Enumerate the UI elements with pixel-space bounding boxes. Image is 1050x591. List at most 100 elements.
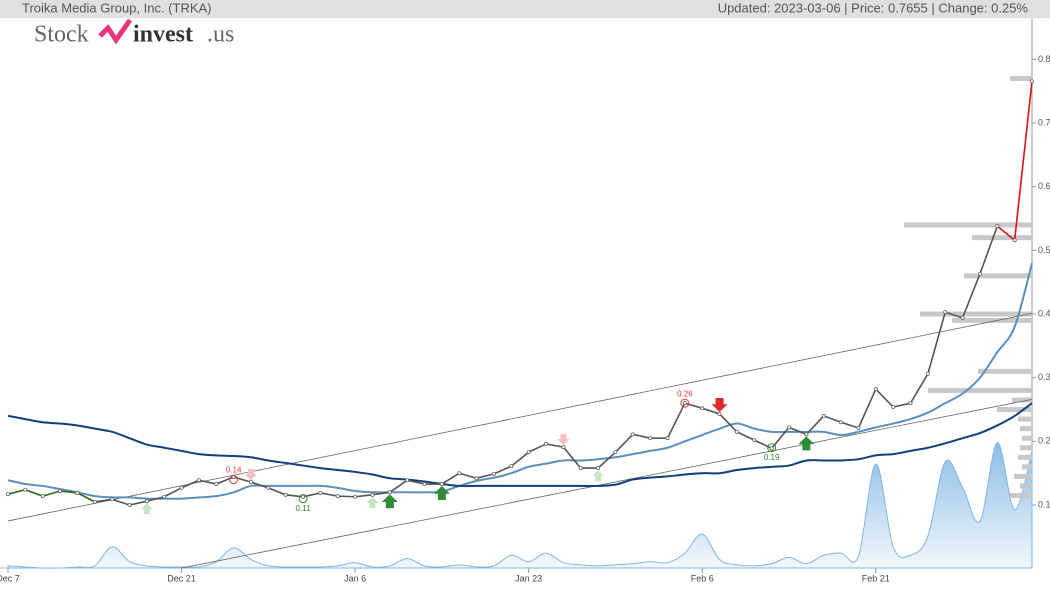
volume-profile-bar [920, 311, 1032, 317]
price-point [75, 490, 80, 495]
price-point [509, 464, 514, 469]
logo-invest: invest [133, 22, 193, 48]
volume-profile-bar [928, 387, 1032, 393]
y-tick-label: 0.2 [1038, 436, 1050, 446]
price-point [474, 476, 479, 481]
volume-profile-bar [1022, 435, 1032, 441]
price-point [370, 492, 375, 497]
price-point [110, 497, 115, 502]
buy-signal [433, 486, 450, 501]
price-point [891, 404, 896, 409]
pivot-label: 0.19 [764, 453, 780, 462]
volume-profile-bar [1012, 397, 1032, 403]
pivot-label: 0.14 [226, 466, 242, 475]
volume-area [7, 442, 1033, 569]
price-point [873, 387, 878, 392]
price-point [40, 494, 45, 499]
volume-profile-bar [978, 368, 1032, 374]
price-point [717, 411, 722, 416]
sell-signal [244, 469, 257, 481]
trend-line [7, 313, 1033, 522]
price-point [162, 494, 167, 499]
moving-average [7, 262, 1033, 500]
buy-signal [592, 470, 605, 482]
buy-signal [798, 436, 815, 451]
volume-profile-bar [964, 273, 1032, 279]
y-tick-label: 0.7 [1038, 117, 1050, 127]
price-point [943, 310, 948, 315]
volume-profile-bar [1020, 426, 1032, 432]
price-point [630, 432, 635, 437]
price-point [353, 494, 358, 499]
pivot-marker [680, 398, 690, 408]
price-point [214, 482, 219, 487]
price-point [613, 450, 618, 455]
y-tick-label: 0.4 [1038, 308, 1050, 318]
price-point [92, 499, 97, 504]
volume-profile-bar [1018, 416, 1032, 422]
price-point [405, 478, 410, 483]
buy-signal [366, 496, 379, 508]
sell-signal [711, 397, 728, 412]
price-point [491, 471, 496, 476]
price-point [248, 480, 253, 485]
pivot-label: 0.11 [296, 504, 312, 513]
price-point [457, 471, 462, 476]
price-point [769, 446, 774, 451]
price-point [908, 401, 913, 406]
price-point [821, 413, 826, 418]
price-point [734, 429, 739, 434]
price-point [925, 371, 930, 376]
price-point [1012, 238, 1017, 243]
price-point [335, 494, 340, 499]
volume-profile-bar [1020, 445, 1032, 451]
volume-profile-bar [952, 317, 1032, 323]
y-tick-label: 0.8 [1038, 54, 1050, 64]
price-point [283, 492, 288, 497]
price-point [596, 466, 601, 471]
price-point [648, 436, 653, 441]
price-point [526, 450, 531, 455]
volume-profile-bar [1022, 464, 1032, 470]
logo-stock: Stock [34, 22, 89, 48]
price-point [787, 425, 792, 430]
price-line [7, 488, 96, 503]
price-point [752, 438, 757, 443]
header-bar [0, 0, 1050, 18]
price-point [977, 271, 982, 276]
price-point [58, 489, 63, 494]
y-tick-label: 0.6 [1038, 181, 1050, 191]
volume-profile-bar [904, 222, 1032, 228]
price-point [301, 494, 306, 499]
x-tick-label: Dec 7 [0, 573, 20, 583]
y-tick-label: 0.3 [1038, 372, 1050, 382]
price-point [422, 482, 427, 487]
price-point [804, 432, 809, 437]
price-point [665, 436, 670, 441]
x-tick-label: Jan 6 [344, 573, 366, 583]
moving-average [7, 402, 1033, 488]
price-point [6, 492, 11, 497]
pivot-marker [229, 475, 239, 485]
volume-profile-bar [1018, 454, 1032, 460]
price-point [266, 485, 271, 490]
x-tick-label: Jan 23 [515, 573, 542, 583]
price-point [839, 420, 844, 425]
price-line [996, 81, 1033, 242]
sell-signal [557, 434, 570, 446]
price-point [682, 401, 687, 406]
buy-signal [140, 503, 153, 515]
header-title: Troika Media Group, Inc. (TRKA) [22, 0, 212, 15]
pivot-marker [298, 494, 308, 504]
volume-profile-bar [1010, 492, 1032, 498]
buy-signal [381, 494, 398, 509]
y-tick-label: 0.1 [1038, 499, 1050, 509]
price-point [700, 406, 705, 411]
price-point [23, 487, 28, 492]
x-tick-label: Feb 21 [862, 573, 890, 583]
price-point [179, 485, 184, 490]
price-point [196, 478, 201, 483]
pivot-marker [767, 443, 777, 453]
volume-profile-bar [972, 235, 1032, 241]
